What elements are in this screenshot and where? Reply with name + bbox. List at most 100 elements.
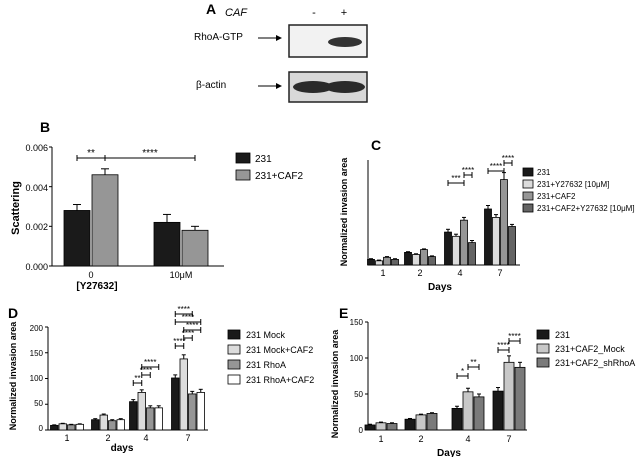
panel-letter-b: B — [40, 119, 50, 135]
panel-e-legend-label-1: 231+CAF2_Mock — [555, 344, 625, 354]
panel-d-ytick-2: 100 — [30, 374, 44, 383]
panel-d-ytick-4: 200 — [30, 324, 44, 333]
blot-band-actin-plus — [325, 81, 365, 93]
panel-d-bar-s0-g3 — [171, 377, 180, 431]
panel-d-xtick-2: 4 — [143, 433, 148, 443]
panel-d-sig-label-6: **** — [182, 313, 194, 322]
panel-b-bar-s0-g0 — [63, 210, 91, 267]
panel-c-bar-s3-g3 — [508, 226, 516, 266]
panel-e-bar-s0-g2 — [451, 407, 463, 431]
panel-a: A CAF - + RhoA-GTP β-actin — [194, 1, 368, 103]
panel-b-ytick-2: 0.004 — [25, 183, 48, 193]
panel-letter-c: C — [371, 137, 381, 153]
panel-e-bar-s2-g3 — [514, 366, 526, 431]
panel-e-ytick-3: 150 — [350, 318, 364, 327]
panel-c-bar-s2-g2 — [460, 219, 468, 266]
panel-letter-d: D — [8, 305, 18, 321]
panel-c: C Normalized invasion area Days 1 2 4 7 … — [339, 137, 635, 293]
panel-d-plot: ****************************** — [45, 305, 208, 431]
panel-d-sig-label-7: **** — [178, 305, 190, 314]
panel-d-legend-label-1: 231 Mock+CAF2 — [246, 345, 313, 355]
panel-b-legend-label-1: 231+CAF2 — [255, 171, 304, 182]
chart-marks: ** *********** ***************************… — [45, 146, 527, 431]
panel-d-bar-s0-g0 — [50, 424, 59, 431]
panel-e-xlabel: Days — [437, 448, 461, 457]
panel-b: B Scattering [Y27632] 0.006 0.004 0.002 … — [10, 119, 304, 292]
panel-c-xtick-0: 1 — [380, 268, 385, 278]
panel-e-bar-s1-g1 — [415, 414, 427, 431]
panel-c-bar-s0-g1 — [404, 251, 412, 266]
panel-c-xtick-1: 2 — [417, 268, 422, 278]
panel-c-bar-s3-g0 — [391, 258, 399, 266]
panel-d-sig-label-0: ** — [134, 374, 140, 383]
panel-c-legend-swatch-0 — [522, 167, 534, 177]
panel-e-legend-label-0: 231 — [555, 330, 570, 340]
blot-arrowhead-rhoa — [276, 35, 282, 41]
lane-label-2: + — [341, 7, 347, 19]
panel-b-xtick-1: 10μM — [170, 270, 193, 280]
panel-d-bar-s0-g1 — [91, 419, 100, 431]
panel-d-sig-label-1: **** — [140, 366, 152, 375]
panel-d-bar-s1-g2 — [137, 392, 146, 431]
panel-d-bar-s2-g0 — [67, 424, 76, 431]
panel-d-bar-s0-g2 — [129, 401, 138, 431]
panel-d-bar-s1-g0 — [58, 423, 67, 431]
panel-d-bar-s1-g1 — [99, 414, 108, 431]
panel-e-bar-s2-g0 — [386, 423, 398, 431]
panel-c-legend-label-1: 231+Y27632 [10μM] — [537, 180, 609, 189]
panel-d-ytick-0: 0 — [39, 424, 44, 433]
panel-d-xtick-0: 1 — [64, 433, 69, 443]
panel-e-legend-swatch-1 — [536, 343, 550, 354]
panel-e-bar-s1-g2 — [462, 391, 474, 431]
panel-c-legend-label-3: 231+CAF2+Y27632 [10μM] — [537, 204, 635, 213]
panel-b-bar-s1-g0 — [91, 174, 119, 267]
panel-c-legend-label-0: 231 — [537, 168, 551, 177]
panel-b-bar-s1-g1 — [181, 229, 209, 267]
panel-b-legend-swatch-1 — [235, 169, 251, 181]
panel-b-ylabel: Scattering — [10, 181, 22, 235]
panel-d-legend-swatch-2 — [227, 359, 241, 370]
panel-e-ytick-1: 50 — [354, 390, 363, 399]
panel-c-bar-s1-g2 — [452, 235, 460, 266]
panel-c-sig-label-3: **** — [502, 154, 514, 163]
panel-e-xtick-0: 1 — [378, 434, 383, 444]
panel-c-sig-label-1: **** — [462, 166, 474, 175]
lane-label-1: - — [312, 7, 316, 19]
panel-c-xtick-3: 7 — [497, 268, 502, 278]
panel-d-sig-label-5: **** — [186, 321, 198, 330]
panel-d-bar-s3-g1 — [116, 419, 125, 431]
panel-c-bar-s0-g2 — [444, 231, 452, 266]
panel-e-sig-label-2: **** — [497, 341, 509, 350]
blot-arrowhead-actin — [276, 83, 282, 89]
panel-d-xlabel: days — [111, 443, 134, 454]
panel-d-bar-s3-g3 — [196, 392, 205, 431]
panel-c-bar-s0-g0 — [367, 258, 375, 266]
panel-c-xtick-2: 4 — [457, 268, 462, 278]
panel-c-bar-s3-g2 — [468, 242, 476, 266]
panel-b-xlabel: [Y27632] — [76, 281, 117, 292]
panel-d-bar-s3-g2 — [154, 407, 163, 431]
panel-d-legend-swatch-0 — [227, 329, 241, 340]
panel-e-bar-s1-g3 — [503, 361, 515, 431]
panel-c-bar-s0-g3 — [484, 208, 492, 266]
panel-e-bar-s0-g0 — [364, 424, 376, 431]
panel-b-ytick-0: 0.000 — [25, 262, 48, 272]
panel-d-legend-swatch-3 — [227, 374, 241, 385]
panel-e-bar-s1-g0 — [375, 422, 387, 431]
panel-b-sig-label-1: **** — [142, 148, 158, 159]
panel-c-bar-s2-g0 — [383, 256, 391, 266]
panel-e-xtick-1: 2 — [418, 434, 423, 444]
panel-e-ylabel: Normalized invasion area — [330, 329, 340, 439]
panel-c-legend-swatch-3 — [522, 203, 534, 213]
panel-c-plot: ******* ******** — [367, 154, 520, 266]
panel-c-sig-label-2: **** — [490, 162, 502, 171]
blot-row-label-actin: β-actin — [196, 80, 226, 91]
panel-d-bar-s3-g0 — [75, 423, 84, 431]
panel-c-xlabel: Days — [428, 282, 452, 293]
panel-letter-e: E — [339, 305, 348, 321]
panel-c-bar-s2-g1 — [420, 249, 428, 266]
panel-b-xtick-0: 0 — [88, 270, 93, 280]
panel-c-sig-label-0: *** — [451, 174, 460, 183]
panel-b-sig-label-0: ** — [87, 148, 95, 159]
